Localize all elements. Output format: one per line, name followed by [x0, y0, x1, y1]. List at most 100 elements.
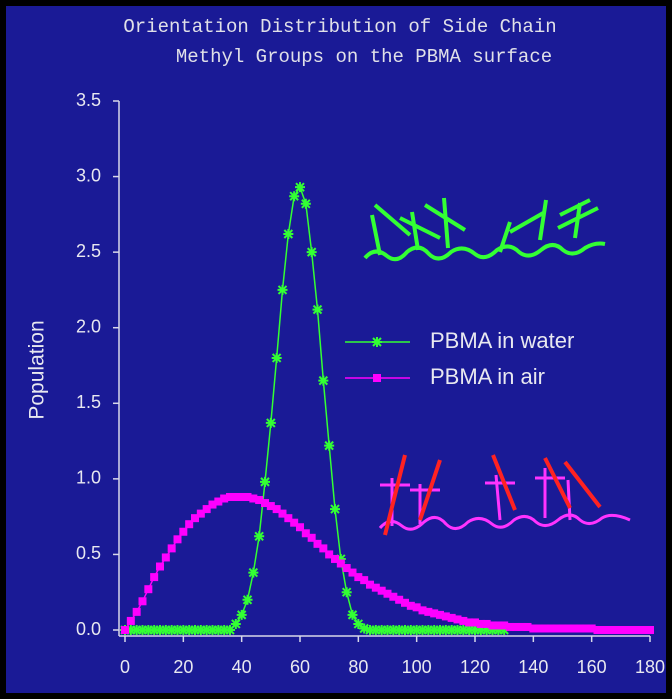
data-point [185, 520, 194, 529]
data-point [622, 626, 631, 634]
data-point [429, 625, 440, 635]
data-point [599, 626, 608, 634]
legend-label: PBMA in water [430, 328, 574, 353]
data-point [476, 619, 485, 628]
y-tick-label: 2.0 [76, 316, 101, 336]
data-point [313, 539, 322, 548]
data-point [464, 625, 475, 635]
data-point [640, 626, 649, 634]
background [6, 6, 666, 693]
data-point [435, 625, 445, 635]
data-point [336, 559, 345, 568]
data-point [488, 621, 497, 630]
legend-marker [372, 337, 382, 347]
data-point [121, 626, 129, 634]
data-point [424, 607, 433, 616]
data-point [265, 417, 276, 428]
data-point [296, 523, 304, 532]
y-tick-label: 3.5 [76, 90, 101, 110]
data-point [541, 624, 549, 633]
data-point [494, 621, 503, 630]
data-point [319, 544, 328, 553]
y-tick-label: 0.0 [76, 619, 101, 639]
x-tick-label: 160 [577, 657, 607, 677]
data-point [354, 573, 363, 582]
data-point [523, 622, 532, 631]
data-point [347, 609, 358, 620]
data-point [423, 625, 434, 635]
data-point [137, 625, 148, 635]
data-point [593, 626, 602, 634]
data-point [208, 500, 217, 509]
data-point [611, 626, 619, 634]
data-point [406, 601, 415, 610]
data-point [226, 492, 234, 501]
y-tick-label: 2.5 [76, 241, 101, 261]
data-point [331, 554, 339, 563]
data-point [558, 624, 567, 633]
data-point [370, 625, 381, 635]
data-point [441, 612, 450, 621]
data-point [401, 598, 409, 607]
data-point [277, 284, 288, 295]
data-point [166, 625, 177, 635]
data-point [353, 618, 364, 629]
data-point [255, 496, 264, 505]
data-point [290, 518, 299, 527]
data-point [371, 583, 380, 592]
data-point [178, 625, 189, 635]
data-point [487, 625, 498, 635]
data-point [324, 440, 335, 451]
data-point [417, 625, 428, 635]
data-point [242, 594, 253, 605]
data-point [499, 625, 510, 635]
y-tick-label: 0.5 [76, 543, 101, 563]
data-point [272, 505, 281, 514]
data-point [436, 610, 444, 619]
data-point [382, 625, 393, 635]
data-point [570, 624, 579, 633]
data-point [201, 625, 212, 635]
data-point [318, 375, 329, 386]
data-point [271, 352, 282, 363]
data-point [471, 618, 479, 627]
data-point [249, 494, 258, 503]
data-point [552, 624, 561, 633]
data-point [231, 492, 240, 501]
data-point [587, 624, 596, 633]
data-point [546, 624, 555, 633]
data-point [360, 576, 369, 585]
data-point [341, 587, 352, 598]
data-point [156, 562, 164, 571]
x-tick-label: 20 [173, 657, 193, 677]
data-point [377, 586, 386, 595]
data-point [220, 494, 229, 503]
data-point [149, 625, 160, 635]
x-tick-label: 60 [290, 657, 310, 677]
data-point [173, 535, 182, 544]
data-point [196, 509, 205, 518]
data-point [138, 597, 147, 606]
data-point [300, 198, 311, 209]
molecule-illustration [378, 454, 631, 536]
data-point [475, 625, 486, 635]
data-point [172, 625, 183, 635]
data-point [143, 625, 154, 635]
data-point [126, 616, 135, 625]
data-point [207, 625, 218, 635]
data-point [236, 609, 247, 620]
data-point [225, 625, 235, 635]
data-point [161, 553, 170, 562]
data-point [581, 624, 590, 633]
data-point [348, 568, 357, 577]
y-tick-label: 1.0 [76, 468, 101, 488]
data-point [511, 622, 520, 631]
data-point [470, 625, 480, 635]
y-tick-label: 1.5 [76, 392, 101, 412]
data-point [440, 625, 451, 635]
data-point [564, 624, 573, 633]
data-point [605, 626, 614, 634]
data-point [506, 622, 514, 631]
x-tick-label: 0 [120, 657, 130, 677]
